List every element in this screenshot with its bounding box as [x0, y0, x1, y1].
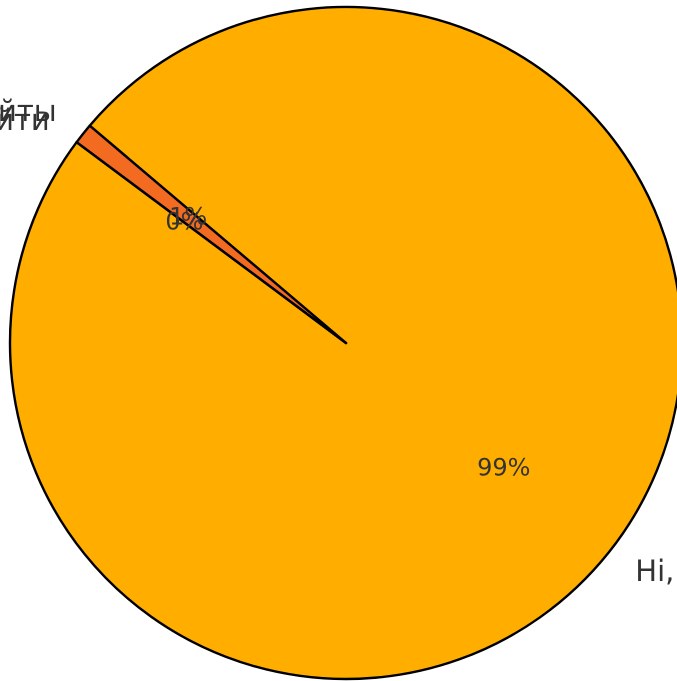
percent-label-2: 1% — [169, 203, 207, 231]
pie-slices — [8, 5, 677, 681]
percent-label-1: 99% — [477, 454, 530, 482]
category-labels: Hi, Поиск работы в Москве: вакансии и сай… — [0, 94, 674, 588]
category-label-3: Найти — [0, 103, 50, 137]
category-label-1: Hi, — [635, 554, 674, 588]
percent-label-3: 0% — [165, 208, 203, 236]
pie-slice-1 — [8, 5, 677, 681]
category-label-2: Поиск работы в Москве: вакансии и сайты — [0, 94, 57, 128]
percent-labels: 99% 1%0% — [165, 203, 530, 482]
pie-slice-3 — [75, 141, 348, 345]
